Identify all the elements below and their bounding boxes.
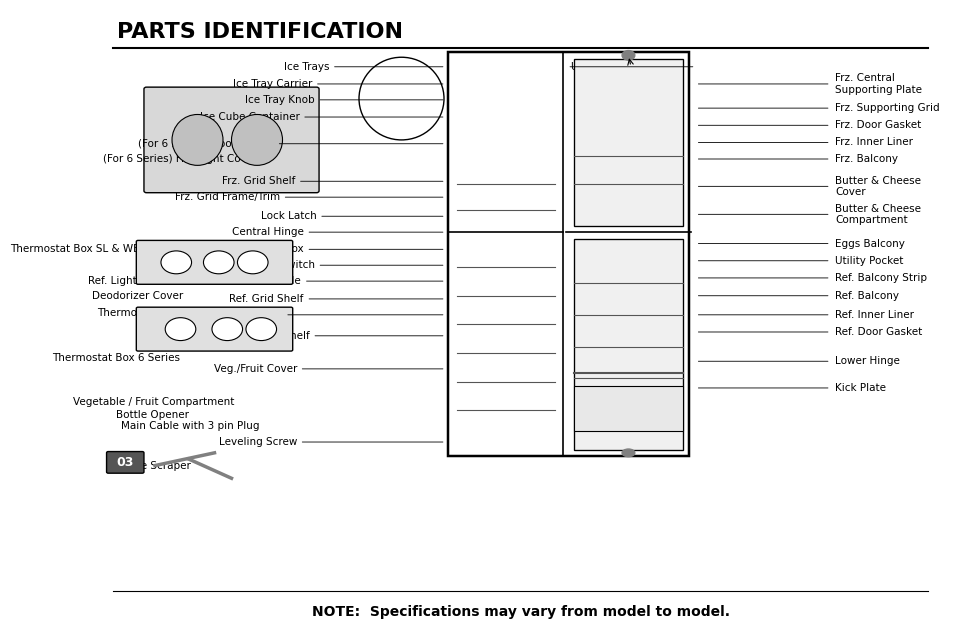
Text: Kick Plate: Kick Plate (834, 383, 885, 393)
Text: Frz. Door Gasket: Frz. Door Gasket (834, 120, 921, 130)
Text: Ref. Balcony Strip: Ref. Balcony Strip (834, 273, 926, 283)
Circle shape (161, 251, 192, 273)
Text: (For 6 Series) Door Switch: (For 6 Series) Door Switch (138, 139, 274, 149)
Text: Veg./Fruit Cover: Veg./Fruit Cover (213, 364, 296, 374)
Text: Main Cable with 3 pin Plug: Main Cable with 3 pin Plug (121, 421, 259, 431)
Polygon shape (574, 386, 682, 431)
Text: Upper Hinge: Upper Hinge (571, 62, 636, 72)
Text: Ref. Balcony: Ref. Balcony (834, 291, 898, 301)
FancyBboxPatch shape (144, 87, 318, 193)
Text: Frz. Balcony: Frz. Balcony (834, 154, 897, 164)
Text: Leveling Screw: Leveling Screw (218, 437, 296, 447)
Text: Bottle Shelf: Bottle Shelf (249, 331, 310, 341)
FancyBboxPatch shape (136, 240, 293, 284)
Text: Thermostat Box: Thermostat Box (221, 244, 303, 254)
Polygon shape (574, 238, 682, 450)
Ellipse shape (621, 51, 634, 60)
Text: Bottle Opener: Bottle Opener (116, 410, 189, 420)
Text: Ice Scraper: Ice Scraper (132, 460, 191, 471)
Text: Ice Cube Container: Ice Cube Container (199, 112, 299, 122)
Text: Frz. Central
Supporting Plate: Frz. Central Supporting Plate (834, 73, 921, 95)
Text: Eggs Balcony: Eggs Balcony (834, 238, 903, 249)
Text: Butter & Cheese
Compartment: Butter & Cheese Compartment (834, 204, 920, 225)
Text: (For 6 Series) Frz. Light Cover: (For 6 Series) Frz. Light Cover (102, 154, 256, 164)
Circle shape (237, 251, 268, 273)
Text: Ref. Inner Liner: Ref. Inner Liner (834, 310, 913, 320)
Ellipse shape (172, 114, 223, 165)
Circle shape (246, 317, 276, 340)
Text: Ref. Light Cover: Ref. Light Cover (88, 276, 171, 286)
Polygon shape (574, 59, 682, 226)
Text: Utility Pocket: Utility Pocket (834, 256, 902, 266)
Text: Frz. Supporting Grid: Frz. Supporting Grid (834, 103, 939, 113)
Text: Ice Tray Knob: Ice Tray Knob (245, 95, 314, 105)
Text: Frz. Inner Liner: Frz. Inner Liner (834, 137, 912, 148)
Text: Thermostat Knob: Thermostat Knob (96, 308, 186, 318)
Ellipse shape (232, 114, 282, 165)
Text: Ref. Door Gasket: Ref. Door Gasket (834, 327, 922, 337)
Text: Ref. Drain Hole: Ref. Drain Hole (223, 276, 301, 286)
Text: PARTS IDENTIFICATION: PARTS IDENTIFICATION (116, 22, 402, 42)
Text: Deodorizer Cover: Deodorizer Cover (91, 291, 183, 301)
Circle shape (212, 317, 242, 340)
Text: Butter & Cheese
Cover: Butter & Cheese Cover (834, 176, 920, 197)
Text: Thermostat Box SL & WB Series: Thermostat Box SL & WB Series (10, 244, 176, 254)
Text: Ice Trays: Ice Trays (283, 62, 329, 72)
Text: Frz. Grid Shelf: Frz. Grid Shelf (222, 176, 294, 186)
Text: Thermostat Box 6 Series: Thermostat Box 6 Series (52, 353, 180, 363)
Text: Central Hinge: Central Hinge (232, 227, 303, 237)
Circle shape (165, 317, 195, 340)
Text: Vegetable / Fruit Compartment: Vegetable / Fruit Compartment (72, 397, 233, 407)
Ellipse shape (621, 449, 634, 457)
Text: Door Switch: Door Switch (252, 260, 314, 270)
Text: Ref. Grid Shelf: Ref. Grid Shelf (229, 294, 303, 304)
Text: Lock Latch: Lock Latch (260, 211, 316, 221)
FancyBboxPatch shape (107, 452, 144, 473)
Text: 03: 03 (116, 456, 133, 469)
Text: Ice Tray Carrier: Ice Tray Carrier (233, 79, 312, 89)
Text: Frz. Grid Frame/Trim: Frz. Grid Frame/Trim (174, 192, 279, 202)
Text: Ref. Grid Frame/Trim: Ref. Grid Frame/Trim (176, 310, 282, 320)
FancyBboxPatch shape (136, 307, 293, 351)
Text: Lower Hinge: Lower Hinge (834, 356, 899, 366)
Text: NOTE:  Specifications may vary from model to model.: NOTE: Specifications may vary from model… (312, 605, 729, 619)
Circle shape (203, 251, 233, 273)
